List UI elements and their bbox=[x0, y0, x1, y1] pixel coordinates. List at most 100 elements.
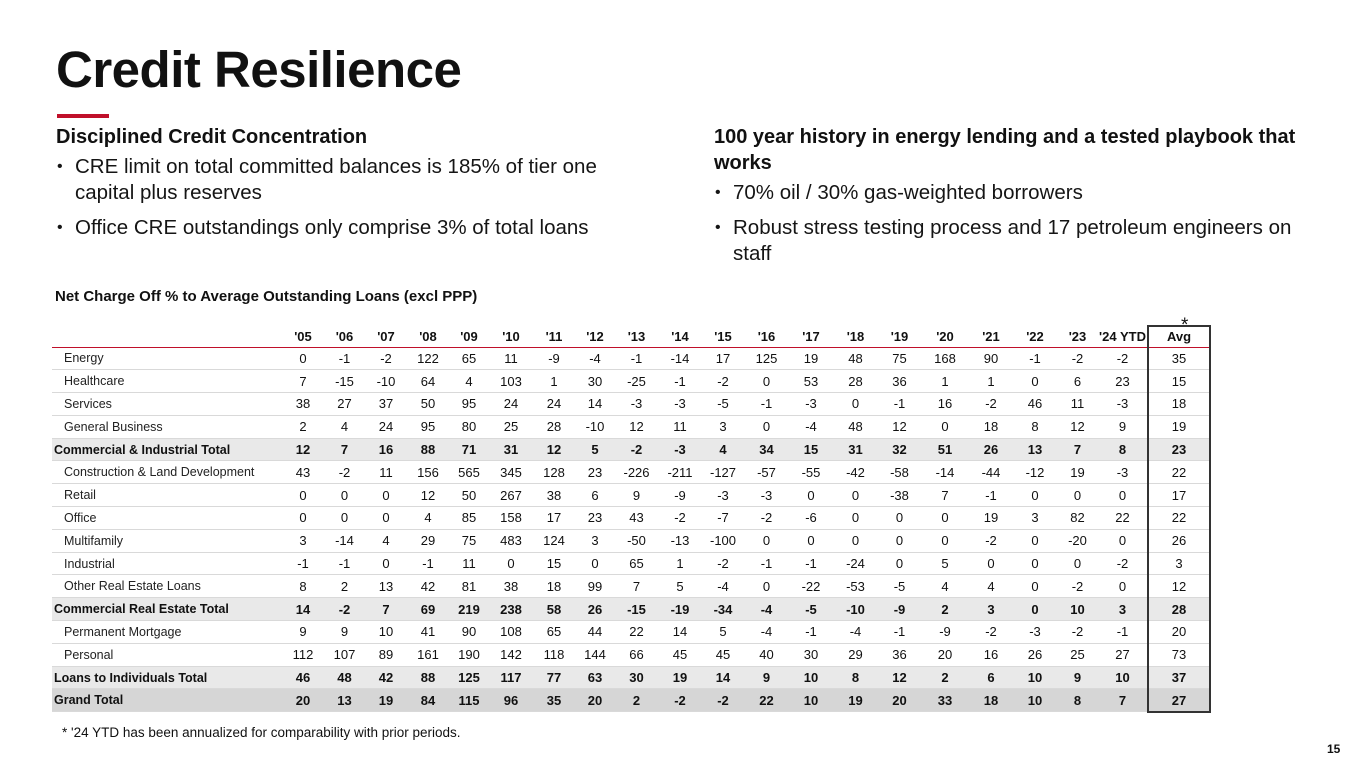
value-cell: 13 bbox=[324, 688, 365, 713]
value-cell: 81 bbox=[449, 574, 489, 599]
value-cell: -13 bbox=[658, 529, 702, 553]
value-cell: 90 bbox=[449, 620, 489, 644]
value-cell: -2 bbox=[365, 347, 407, 371]
left-bullet: Office CRE outstandings only comprise 3%… bbox=[56, 215, 636, 241]
value-cell: -3 bbox=[744, 483, 789, 508]
value-cell: -10 bbox=[575, 415, 615, 439]
value-cell: 11 bbox=[365, 460, 407, 485]
value-cell: -9 bbox=[658, 483, 702, 508]
value-cell: -55 bbox=[789, 460, 833, 485]
value-cell: 1 bbox=[921, 369, 969, 394]
column-header: '06 bbox=[324, 326, 365, 348]
value-cell: 11 bbox=[1057, 392, 1098, 416]
value-cell: 53 bbox=[789, 369, 833, 394]
value-cell: 158 bbox=[489, 506, 533, 530]
grand-total-row: Grand Total 20 13 19 84 115 96 35 20 2 -2 -2 22 10 19 2… bbox=[52, 688, 1211, 713]
value-cell: 16 bbox=[365, 438, 407, 462]
value-cell: -226 bbox=[615, 460, 658, 485]
value-cell: 11 bbox=[658, 415, 702, 439]
value-cell: -1 bbox=[658, 369, 702, 394]
value-cell: 17 bbox=[702, 347, 744, 371]
value-cell: 15 bbox=[789, 438, 833, 462]
value-cell: -1 bbox=[789, 552, 833, 576]
value-cell: 8 bbox=[1098, 438, 1148, 462]
value-cell: 95 bbox=[449, 392, 489, 416]
value-cell: 10 bbox=[789, 666, 833, 690]
value-cell: -2 bbox=[1057, 620, 1098, 644]
value-cell: -50 bbox=[615, 529, 658, 553]
value-cell: 24 bbox=[489, 392, 533, 416]
value-cell: -38 bbox=[878, 483, 921, 508]
value-cell: -2 bbox=[969, 620, 1013, 644]
value-cell: -2 bbox=[1057, 574, 1098, 599]
value-cell: -3 bbox=[658, 438, 702, 462]
value-cell: 12 bbox=[878, 666, 921, 690]
value-cell: 22 bbox=[615, 620, 658, 644]
table-row: Personal 112 107 89 161 190 142 118 144 66 45 45 40 3… bbox=[52, 643, 1211, 667]
value-cell: 345 bbox=[489, 460, 533, 485]
value-cell: 46 bbox=[1013, 392, 1057, 416]
row-label: Office bbox=[52, 506, 282, 530]
value-cell: 65 bbox=[449, 347, 489, 371]
value-cell: 37 bbox=[365, 392, 407, 416]
value-cell: 0 bbox=[1013, 483, 1057, 508]
value-cell: 88 bbox=[407, 666, 449, 690]
value-cell: -1 bbox=[615, 347, 658, 371]
value-cell: 0 bbox=[282, 347, 324, 371]
avg-cell: 35 bbox=[1147, 347, 1211, 371]
value-cell: 38 bbox=[489, 574, 533, 599]
value-cell: 22 bbox=[1098, 506, 1148, 530]
avg-cell: 23 bbox=[1147, 438, 1211, 462]
value-cell: -3 bbox=[702, 483, 744, 508]
value-cell: 161 bbox=[407, 643, 449, 667]
value-cell: 4 bbox=[324, 415, 365, 439]
row-label: Other Real Estate Loans bbox=[52, 574, 282, 599]
table-row: Services 38 27 37 50 95 24 24 14 -3 -3 -5 -1 -3 0 -1 16-… bbox=[52, 392, 1211, 416]
value-cell: 46 bbox=[282, 666, 324, 690]
value-cell: -1 bbox=[324, 552, 365, 576]
value-cell: 0 bbox=[1057, 483, 1098, 508]
value-cell: 2 bbox=[282, 415, 324, 439]
column-header: '08 bbox=[407, 326, 449, 348]
value-cell: 65 bbox=[615, 552, 658, 576]
value-cell: 22 bbox=[744, 688, 789, 713]
right-heading: 100 year history in energy lending and a… bbox=[714, 126, 1296, 174]
value-cell: -211 bbox=[658, 460, 702, 485]
value-cell: 3 bbox=[702, 415, 744, 439]
value-cell: 7 bbox=[615, 574, 658, 599]
value-cell: 0 bbox=[833, 529, 878, 553]
value-cell: 190 bbox=[449, 643, 489, 667]
value-cell: 8 bbox=[282, 574, 324, 599]
value-cell: 168 bbox=[921, 347, 969, 371]
avg-cell: 26 bbox=[1147, 529, 1211, 553]
value-cell: 18 bbox=[969, 415, 1013, 439]
table-row: Healthcare 7 -15 -10 64 4 103 1 30 -25 -1 -2 0 53 28 36… bbox=[52, 369, 1211, 394]
column-header: Avg bbox=[1147, 325, 1211, 348]
value-cell: 7 bbox=[921, 483, 969, 508]
value-cell: 0 bbox=[1013, 574, 1057, 599]
value-cell: -1 bbox=[878, 620, 921, 644]
value-cell: 45 bbox=[702, 643, 744, 667]
value-cell: 9 bbox=[615, 483, 658, 508]
value-cell: -5 bbox=[878, 574, 921, 599]
value-cell: 29 bbox=[833, 643, 878, 667]
value-cell: 0 bbox=[921, 529, 969, 553]
avg-cell: 22 bbox=[1147, 506, 1211, 530]
value-cell: 48 bbox=[833, 347, 878, 371]
value-cell: 12 bbox=[878, 415, 921, 439]
value-cell: -2 bbox=[1098, 347, 1148, 371]
value-cell: 12 bbox=[1057, 415, 1098, 439]
value-cell: 50 bbox=[407, 392, 449, 416]
value-cell: 0 bbox=[1013, 597, 1057, 622]
value-cell: -3 bbox=[1013, 620, 1057, 644]
value-cell: 142 bbox=[489, 643, 533, 667]
column-header: '05 bbox=[282, 326, 324, 348]
value-cell: -14 bbox=[921, 460, 969, 485]
value-cell: 267 bbox=[489, 483, 533, 508]
value-cell: 25 bbox=[1057, 643, 1098, 667]
value-cell: 14 bbox=[575, 392, 615, 416]
value-cell: 0 bbox=[365, 552, 407, 576]
right-bullet: Robust stress testing process and 17 pet… bbox=[714, 215, 1314, 267]
value-cell: 24 bbox=[533, 392, 575, 416]
value-cell: 71 bbox=[449, 438, 489, 462]
